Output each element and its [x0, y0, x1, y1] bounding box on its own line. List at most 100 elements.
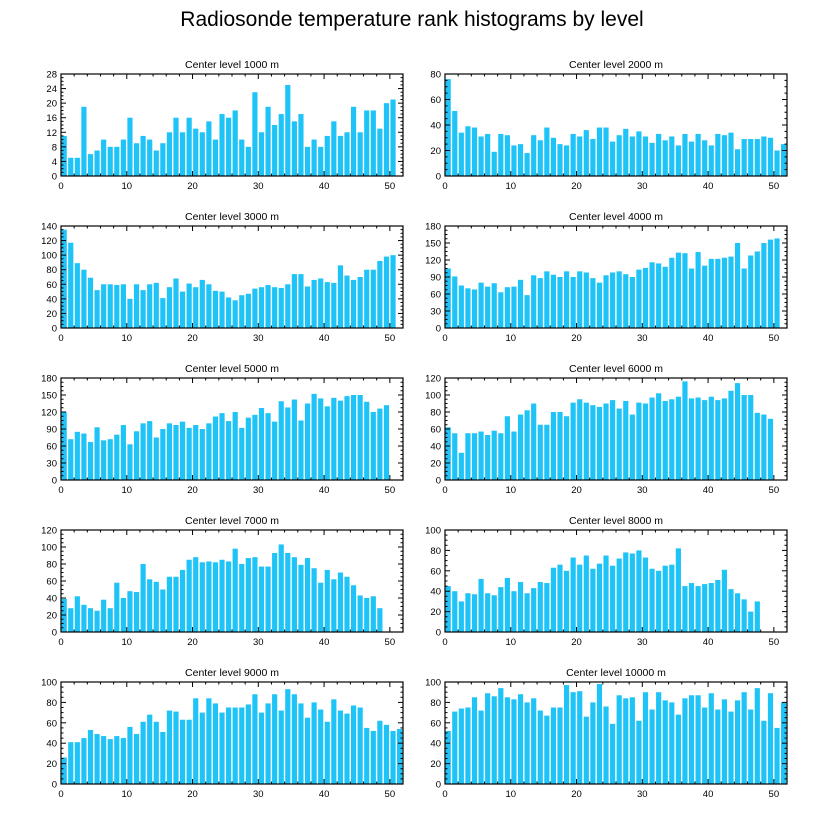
x-tick-label: 40	[703, 181, 714, 192]
bar	[272, 552, 278, 632]
bar	[491, 595, 497, 632]
bar	[81, 269, 87, 328]
bar	[107, 608, 113, 632]
y-tick-label: 90	[46, 425, 57, 436]
y-tick-label: 90	[430, 273, 441, 284]
bar	[748, 709, 754, 784]
bar	[199, 279, 205, 328]
x-tick-label: 50	[385, 181, 396, 192]
bar	[94, 734, 100, 784]
bar	[465, 707, 471, 784]
bar	[153, 150, 159, 176]
bar	[721, 257, 728, 328]
bar	[458, 452, 464, 480]
bar	[734, 700, 741, 784]
bar	[179, 719, 186, 784]
bar	[258, 712, 265, 784]
bar	[324, 721, 330, 784]
bar	[272, 694, 278, 784]
bar	[774, 238, 780, 328]
bar	[504, 416, 510, 480]
panel-title: Center level 9000 m	[185, 667, 279, 679]
x-tick-label: 30	[637, 181, 648, 192]
bar	[357, 395, 363, 480]
y-tick-label: 120	[425, 374, 441, 385]
bar	[285, 84, 291, 176]
bar	[370, 110, 376, 176]
bar	[498, 292, 504, 328]
bar	[603, 275, 609, 328]
bar	[212, 703, 219, 784]
bar	[199, 132, 205, 176]
bar	[219, 413, 225, 480]
panel-title: Center level 2000 m	[569, 59, 663, 71]
bar	[212, 290, 219, 328]
bar	[649, 709, 655, 784]
bar	[133, 143, 140, 176]
bar	[498, 433, 504, 480]
y-tick-label: 30	[430, 307, 441, 318]
bar	[570, 133, 576, 176]
bar	[383, 405, 390, 480]
bar	[318, 398, 324, 480]
y-tick-label: 0	[52, 172, 57, 183]
bar	[511, 591, 517, 632]
bar	[688, 398, 695, 480]
bar	[642, 267, 649, 328]
bar	[471, 127, 478, 176]
bar	[550, 567, 557, 632]
y-tick-label: 100	[41, 251, 57, 262]
bar	[318, 582, 324, 632]
bar	[265, 285, 271, 328]
chart-panel-2: Center level 2000 m 0 20 40 60 80 0 10 20 30 40 50	[430, 59, 788, 192]
bar	[114, 146, 120, 176]
bar	[81, 433, 87, 480]
bar	[590, 139, 596, 176]
y-tick-label: 60	[430, 718, 441, 729]
bar	[226, 707, 232, 784]
bar	[147, 579, 153, 632]
bar	[272, 287, 278, 328]
bar	[748, 611, 754, 632]
x-tick-label: 20	[571, 789, 582, 800]
bar	[511, 145, 517, 176]
y-tick-label: 60	[46, 442, 57, 453]
bar	[81, 738, 87, 784]
bar	[754, 139, 760, 176]
bar	[531, 135, 537, 176]
x-tick-label: 10	[505, 333, 516, 344]
bar	[350, 279, 357, 328]
bar	[133, 431, 140, 480]
bar	[702, 140, 708, 176]
bar	[702, 400, 708, 480]
y-tick-label: 150	[41, 391, 57, 402]
bar	[504, 287, 510, 328]
bar	[774, 150, 780, 176]
bar	[491, 283, 497, 328]
bar	[656, 263, 662, 328]
bar	[629, 414, 635, 480]
y-tick-label: 100	[41, 543, 57, 554]
x-tick-label: 40	[319, 181, 330, 192]
bar	[629, 553, 635, 632]
x-tick-label: 50	[385, 789, 396, 800]
y-tick-label: 100	[425, 526, 441, 537]
bar	[504, 135, 510, 176]
bar	[232, 412, 238, 480]
x-tick-label: 50	[769, 181, 780, 192]
bar	[350, 395, 357, 480]
bar	[298, 703, 304, 784]
x-tick-label: 20	[571, 485, 582, 496]
bar	[344, 396, 350, 480]
bar	[278, 710, 284, 784]
bar	[344, 576, 350, 632]
x-tick-label: 20	[571, 637, 582, 648]
bar	[583, 555, 589, 632]
bar	[682, 381, 688, 480]
bar	[61, 229, 67, 328]
y-tick-label: 0	[52, 324, 57, 335]
bar	[114, 285, 120, 328]
bar	[636, 269, 642, 328]
bar	[239, 564, 245, 632]
bar	[377, 260, 383, 328]
